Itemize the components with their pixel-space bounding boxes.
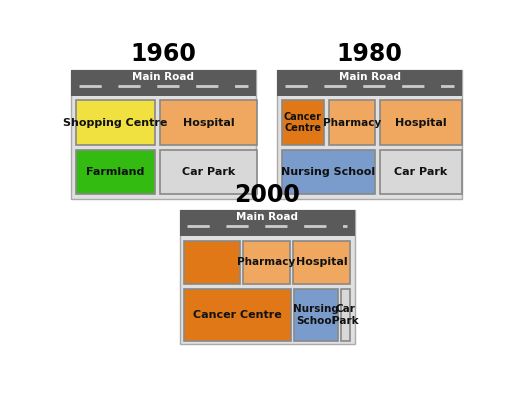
Bar (277, 70, 462, 96)
Text: Farmland: Farmland (86, 167, 145, 177)
Bar (180, 210, 355, 236)
Bar (71, 70, 256, 96)
Text: Nursing School: Nursing School (281, 167, 375, 177)
Bar (76, 150, 155, 194)
Text: Pharmacy: Pharmacy (237, 257, 296, 267)
Text: Main Road: Main Road (236, 212, 298, 222)
Bar (71, 70, 256, 199)
Bar (282, 150, 375, 194)
Text: Cancer
Centre: Cancer Centre (284, 112, 322, 134)
Text: 1960: 1960 (131, 42, 197, 66)
Text: Nursing
School: Nursing School (293, 304, 339, 326)
Bar (160, 150, 257, 194)
Bar (294, 289, 338, 341)
Bar (380, 150, 462, 194)
Bar (243, 240, 290, 284)
Text: Hospital: Hospital (395, 118, 447, 128)
Text: Car
Park: Car Park (332, 304, 359, 326)
Bar (180, 210, 355, 344)
Text: Shopping Centre: Shopping Centre (63, 118, 167, 128)
Text: 1980: 1980 (336, 42, 402, 66)
Bar (380, 100, 462, 145)
Text: Main Road: Main Road (339, 72, 400, 82)
Text: Main Road: Main Road (133, 72, 194, 82)
Bar (341, 289, 350, 341)
Bar (282, 100, 324, 145)
Text: Cancer Centre: Cancer Centre (193, 310, 282, 320)
Bar (293, 240, 350, 284)
Bar (277, 70, 462, 199)
Bar (160, 100, 257, 145)
Bar (185, 240, 240, 284)
Text: Hospital: Hospital (296, 257, 347, 267)
Text: Car Park: Car Park (394, 167, 447, 177)
Text: Hospital: Hospital (183, 118, 234, 128)
Bar (185, 289, 291, 341)
Text: Pharmacy: Pharmacy (322, 118, 381, 128)
Bar (329, 100, 375, 145)
Bar (76, 100, 155, 145)
Text: 2000: 2000 (235, 183, 300, 207)
Text: Car Park: Car Park (182, 167, 235, 177)
